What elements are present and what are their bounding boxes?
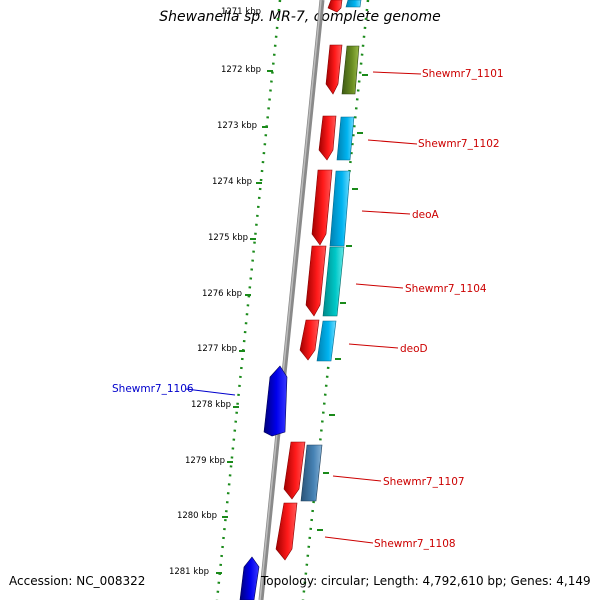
label-connector [324,536,374,544]
gene-label[interactable]: Shewmr7_1107 [383,476,465,488]
gene-label[interactable]: Shewmr7_1108 [374,538,456,550]
outer-ticks [317,74,368,531]
cds-arrow [275,502,298,561]
cog-block [345,0,362,8]
forward-cds-track [275,0,343,561]
cog-block [341,45,360,95]
cds-arrow [263,365,288,437]
cds-arrow [325,44,343,95]
genome-info-label: Topology: circular; Length: 4,792,610 bp… [261,574,591,588]
scale-label: 1281 kbp [169,567,209,577]
genome-backbone [258,0,325,600]
gene-label[interactable]: Shewmr7_1106 [112,383,194,395]
scale-label: 1274 kbp [212,177,252,187]
gene-label[interactable]: deoA [412,209,440,221]
gene-label[interactable]: deoD [400,343,428,355]
label-connector [355,283,404,289]
gene-label[interactable]: Shewmr7_1101 [422,68,504,80]
cds-arrow [311,169,333,246]
label-connector [361,210,411,215]
cds-arrow [239,556,260,600]
cds-arrow [299,319,320,361]
cog-track [300,0,362,502]
inner-scale-ring [215,0,282,600]
label-connector [185,388,236,396]
cog-block [300,444,323,502]
label-connector [332,475,382,482]
cog-block [336,116,355,161]
accession-label: Accession: NC_008322 [9,574,146,588]
cds-arrow [305,245,327,317]
gene-label[interactable]: Shewmr7_1102 [418,138,500,150]
label-connector [348,343,399,349]
outer-scale-ring [301,0,370,600]
scale-label: 1272 kbp [221,65,261,75]
scale-label: 1280 kbp [177,511,217,521]
scale-label: 1275 kbp [208,233,248,243]
cds-arrow [327,0,343,13]
cds-arrow [318,115,337,161]
scale-label: 1279 kbp [185,456,225,466]
label-connector [372,71,422,75]
scale-label: 1277 kbp [197,344,237,354]
gene-label[interactable]: Shewmr7_1104 [405,283,487,295]
reverse-cds-track [239,365,288,600]
inner-ticks [216,70,273,574]
map-title: Shewanella sp. MR-7, complete genome [159,9,441,25]
cds-arrow [283,441,306,500]
scale-label: 1276 kbp [202,289,242,299]
scale-label: 1271 kbp [221,7,261,17]
cog-block [329,170,351,247]
genome-backbone-highlight [259,0,322,600]
scale-label: 1273 kbp [217,121,257,131]
label-connector [367,139,418,145]
cog-block [316,320,337,362]
cog-block [322,246,345,317]
scale-label: 1278 kbp [191,400,231,410]
